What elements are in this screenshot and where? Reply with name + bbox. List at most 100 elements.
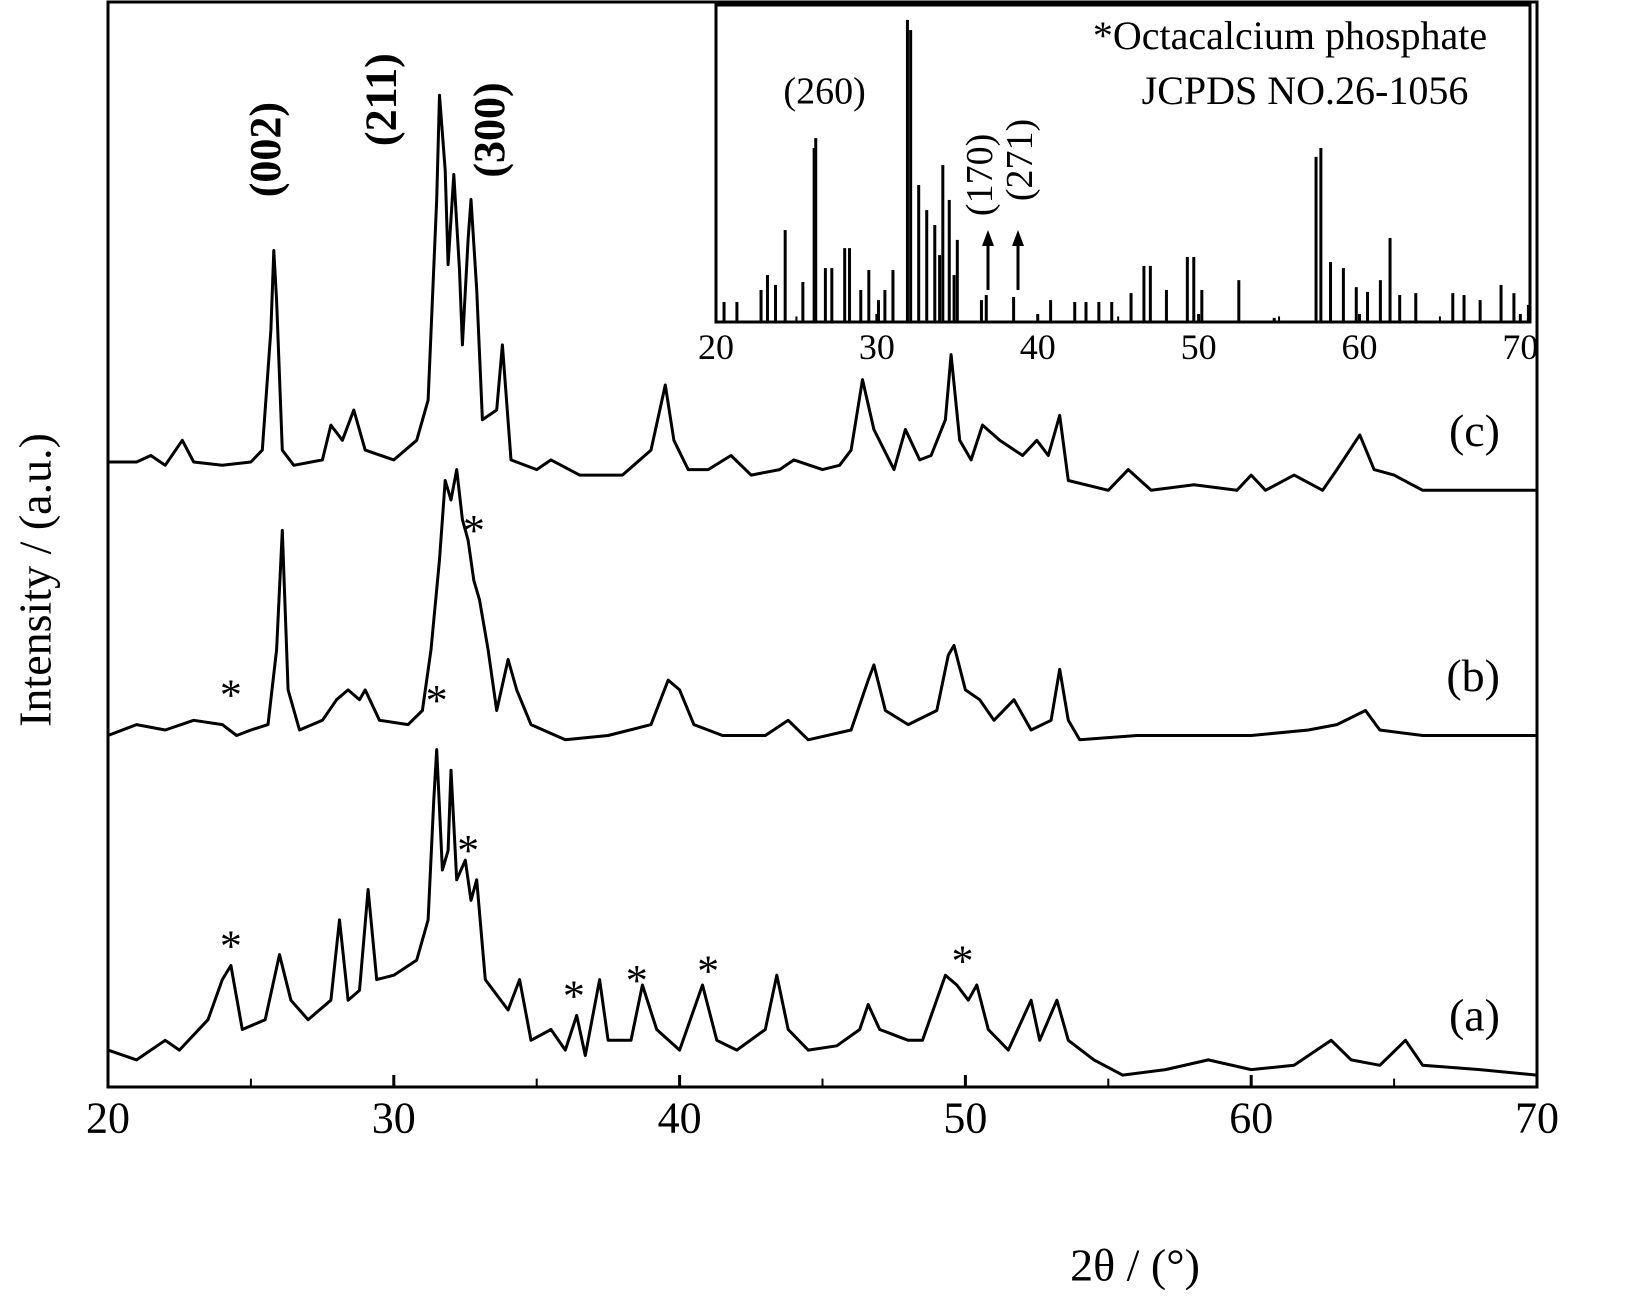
- stick: [955, 239, 959, 322]
- stick: [1110, 302, 1114, 322]
- stick: [783, 230, 787, 322]
- stick: [947, 199, 951, 322]
- stick: [909, 30, 913, 322]
- x-tick-label: 50: [1181, 327, 1217, 367]
- stick: [984, 295, 988, 322]
- stick: [1526, 304, 1530, 322]
- x-tick-label: 40: [658, 1093, 702, 1142]
- stick: [1478, 300, 1482, 322]
- stick: [735, 302, 739, 322]
- stick: [774, 284, 778, 322]
- annotation: *: [220, 921, 242, 970]
- stick: [1237, 280, 1241, 322]
- annotation: *: [626, 956, 648, 1005]
- stick: [1414, 293, 1418, 322]
- x-tick-label: 30: [859, 327, 895, 367]
- legend-text: *Octacalcium phosphate: [1093, 13, 1487, 58]
- stick: [883, 289, 887, 322]
- stick: [814, 138, 818, 322]
- stick: [1378, 280, 1382, 322]
- stick: [765, 275, 769, 322]
- stick: [1148, 265, 1152, 322]
- stick: [1129, 293, 1133, 322]
- annotation: (260): [783, 71, 865, 113]
- series-label: (a): [1449, 990, 1500, 1041]
- stick: [979, 300, 983, 322]
- stick: [812, 147, 816, 322]
- stick: [905, 19, 909, 323]
- annotation: *: [220, 671, 242, 720]
- arrow-head: [1012, 230, 1024, 246]
- stick: [823, 268, 827, 322]
- stick: [876, 300, 880, 322]
- stick: [1192, 257, 1196, 322]
- stick: [1049, 300, 1053, 322]
- stick: [1142, 265, 1146, 322]
- stick: [1012, 296, 1016, 322]
- x-axis-label: 2θ / (°): [1070, 1240, 1200, 1291]
- stick: [1073, 302, 1077, 322]
- annotation: (300): [465, 82, 514, 177]
- x-tick-label: 30: [372, 1093, 416, 1142]
- annotation: (211): [356, 53, 405, 146]
- x-tick-label: 40: [1020, 327, 1056, 367]
- stick: [941, 165, 945, 322]
- annotation: *: [563, 971, 585, 1020]
- stick: [1341, 268, 1345, 322]
- stick: [1097, 302, 1101, 322]
- x-tick-label: 60: [1341, 327, 1377, 367]
- stick: [952, 275, 956, 322]
- stick: [1388, 237, 1392, 322]
- stick: [1366, 291, 1370, 322]
- inset-frame: [714, 3, 1532, 324]
- stick: [1272, 317, 1276, 322]
- x-tick-label: 70: [1515, 1093, 1559, 1142]
- x-tick-label: 20: [86, 1093, 130, 1142]
- stick: [1512, 293, 1516, 322]
- y-axis-label: Intensity / (a.u.): [10, 433, 61, 727]
- stick: [925, 210, 929, 322]
- x-tick-label: 60: [1229, 1093, 1273, 1142]
- stick: [1398, 295, 1402, 322]
- x-tick-label: 70: [1502, 327, 1538, 367]
- stick: [1200, 289, 1204, 322]
- stick: [867, 270, 871, 322]
- legend-text: JCPDS NO.26-1056: [1142, 68, 1469, 113]
- stick: [759, 289, 763, 322]
- stick: [1354, 287, 1358, 322]
- stick: [917, 185, 921, 322]
- series-line: [107, 468, 1537, 742]
- stick: [1499, 284, 1503, 322]
- stick: [848, 248, 852, 322]
- annotation: *: [697, 946, 719, 995]
- stick: [933, 224, 937, 322]
- stick: [859, 289, 863, 322]
- annotation: *: [463, 506, 485, 555]
- annotation: (271): [999, 119, 1041, 201]
- stick: [1329, 262, 1333, 322]
- stick: [843, 248, 847, 322]
- stick: [1164, 289, 1168, 322]
- stick: [1314, 156, 1318, 322]
- series-label: (c): [1449, 405, 1500, 456]
- series-line: [107, 748, 1538, 1077]
- annotation: (002): [241, 102, 290, 197]
- stick: [1084, 302, 1088, 322]
- stick: [1185, 257, 1189, 322]
- annotation: *: [426, 676, 448, 725]
- stick: [1319, 147, 1323, 322]
- x-tick-label: 50: [943, 1093, 987, 1142]
- series-line: [108, 93, 1537, 492]
- stick: [891, 270, 895, 322]
- stick: [1462, 295, 1466, 322]
- annotation: (170): [959, 134, 1001, 216]
- arrow-head: [982, 230, 994, 246]
- stick: [938, 255, 942, 322]
- annotation: *: [457, 826, 479, 875]
- stick: [722, 302, 726, 322]
- series-label: (b): [1446, 650, 1500, 701]
- stick: [801, 282, 805, 322]
- annotation: *: [952, 937, 974, 986]
